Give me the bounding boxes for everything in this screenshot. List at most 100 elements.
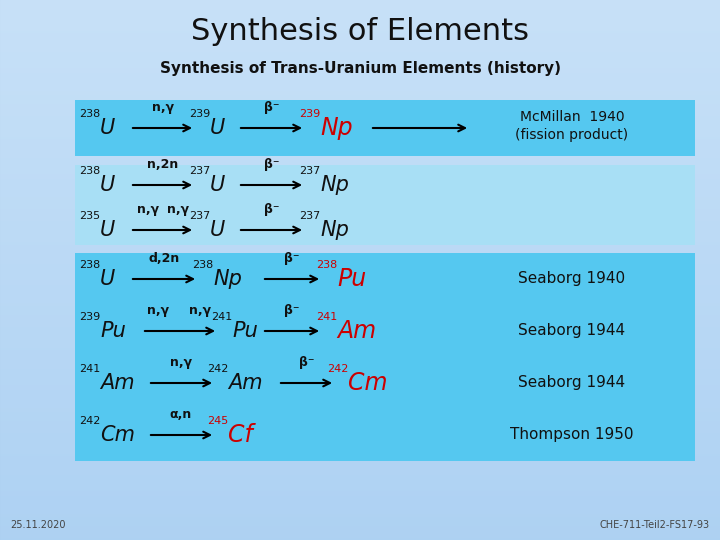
- Bar: [0, 141, 720, 142]
- Text: d,2n: d,2n: [148, 252, 179, 265]
- Bar: [0, 533, 720, 534]
- Bar: [0, 419, 720, 420]
- Bar: [0, 9, 720, 10]
- Bar: [0, 99, 720, 100]
- Bar: [0, 482, 720, 483]
- Bar: [0, 410, 720, 411]
- Bar: [0, 353, 720, 354]
- Bar: [0, 207, 720, 208]
- Bar: [0, 361, 720, 362]
- Bar: [0, 104, 720, 105]
- Bar: [0, 59, 720, 60]
- Bar: [0, 150, 720, 151]
- Bar: [0, 338, 720, 339]
- Bar: [0, 197, 720, 198]
- Bar: [0, 273, 720, 274]
- Text: n,2n: n,2n: [148, 158, 179, 171]
- Bar: [0, 69, 720, 70]
- Bar: [0, 433, 720, 434]
- Bar: [0, 232, 720, 233]
- Bar: [0, 506, 720, 507]
- Bar: [0, 215, 720, 216]
- Bar: [0, 381, 720, 382]
- Bar: [0, 14, 720, 15]
- Bar: [0, 29, 720, 30]
- Bar: [0, 307, 720, 308]
- Bar: [0, 67, 720, 68]
- Bar: [0, 216, 720, 217]
- Bar: [0, 82, 720, 83]
- Bar: [0, 484, 720, 485]
- Bar: [0, 522, 720, 523]
- Bar: [0, 298, 720, 299]
- Bar: [0, 309, 720, 310]
- Bar: [0, 321, 720, 322]
- Bar: [0, 352, 720, 353]
- Bar: [0, 81, 720, 82]
- Bar: [0, 399, 720, 400]
- Bar: [0, 368, 720, 369]
- Text: β⁻: β⁻: [264, 101, 280, 114]
- Bar: [0, 324, 720, 325]
- Bar: [0, 516, 720, 517]
- Bar: [0, 417, 720, 418]
- Bar: [0, 249, 720, 250]
- Bar: [0, 287, 720, 288]
- Bar: [0, 250, 720, 251]
- Bar: [0, 331, 720, 332]
- Bar: [0, 407, 720, 408]
- Bar: [0, 134, 720, 135]
- Bar: [0, 493, 720, 494]
- Text: U: U: [210, 175, 225, 195]
- Bar: [0, 153, 720, 154]
- Bar: [0, 165, 720, 166]
- Bar: [0, 52, 720, 53]
- Bar: [0, 320, 720, 321]
- Bar: [0, 291, 720, 292]
- Bar: [0, 295, 720, 296]
- Bar: [75, 165, 695, 245]
- Bar: [0, 179, 720, 180]
- Bar: [0, 100, 720, 101]
- Bar: [0, 341, 720, 342]
- Bar: [0, 303, 720, 304]
- Bar: [0, 422, 720, 423]
- Bar: [0, 275, 720, 276]
- Bar: [0, 280, 720, 281]
- Bar: [0, 306, 720, 307]
- Text: 239: 239: [299, 109, 320, 119]
- Bar: [0, 502, 720, 503]
- Bar: [0, 122, 720, 123]
- Bar: [0, 214, 720, 215]
- Text: McMillan  1940
(fission product): McMillan 1940 (fission product): [516, 110, 629, 142]
- Bar: [0, 498, 720, 499]
- Bar: [0, 503, 720, 504]
- Bar: [0, 392, 720, 393]
- Bar: [0, 261, 720, 262]
- Bar: [0, 435, 720, 436]
- Text: 25.11.2020: 25.11.2020: [10, 520, 66, 530]
- Bar: [0, 68, 720, 69]
- Bar: [0, 49, 720, 50]
- Bar: [0, 196, 720, 197]
- Bar: [0, 16, 720, 17]
- Bar: [0, 164, 720, 165]
- Bar: [0, 74, 720, 75]
- Bar: [0, 480, 720, 481]
- Bar: [0, 110, 720, 111]
- Bar: [0, 494, 720, 495]
- Bar: [0, 156, 720, 157]
- Text: 238: 238: [192, 260, 213, 270]
- Bar: [0, 137, 720, 138]
- Bar: [0, 402, 720, 403]
- Bar: [0, 427, 720, 428]
- Bar: [0, 184, 720, 185]
- Text: 238: 238: [78, 260, 100, 270]
- Bar: [0, 66, 720, 67]
- Bar: [0, 228, 720, 229]
- Bar: [0, 426, 720, 427]
- Bar: [0, 356, 720, 357]
- Bar: [0, 79, 720, 80]
- Bar: [0, 347, 720, 348]
- Bar: [0, 230, 720, 231]
